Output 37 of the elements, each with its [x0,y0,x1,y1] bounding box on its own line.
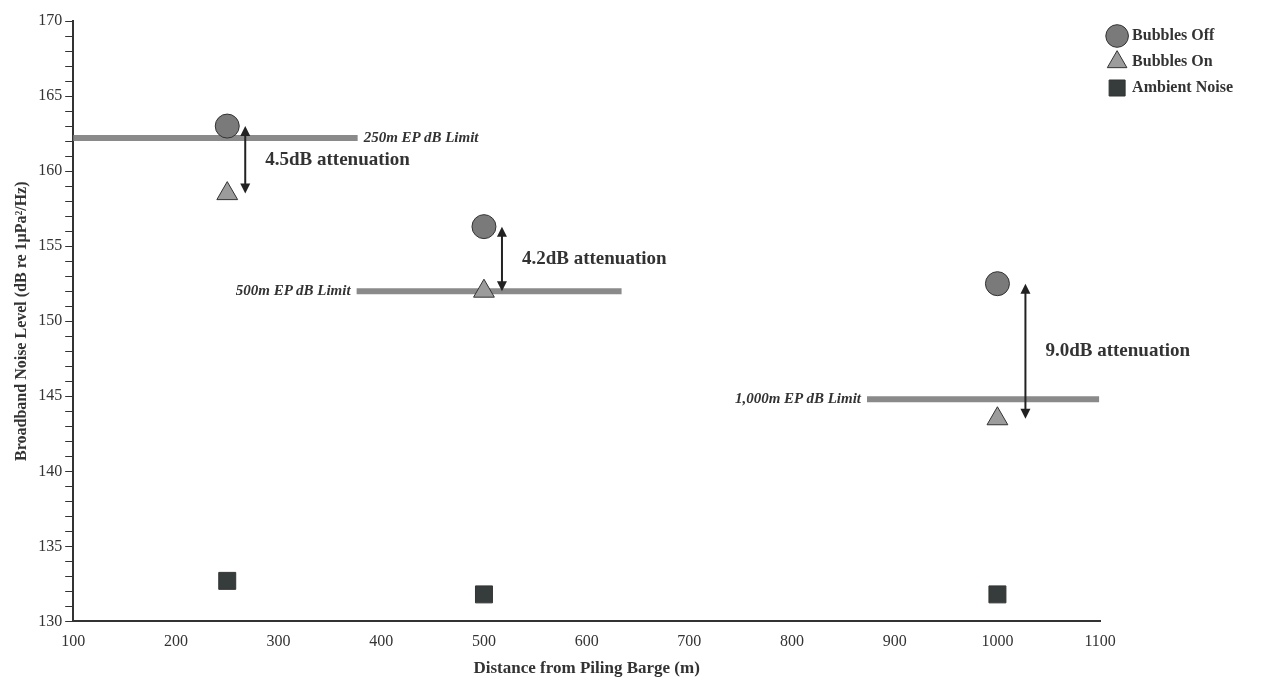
x-tick-label: 100 [61,632,86,650]
x-tick-label: 500 [471,632,496,650]
x-tick-label: 900 [882,632,907,650]
legend-label: Bubbles Off [1132,26,1216,44]
x-tick-label: 800 [780,632,805,650]
x-tick-label: 700 [677,632,702,650]
y-axis-title: Broadband Noise Level (dB re 1μPa²/Hz) [11,181,30,461]
point [214,113,240,139]
y-tick-label: 145 [38,386,63,404]
x-tick-label: 1100 [1084,632,1116,650]
y-tick-label: 130 [38,611,63,629]
x-tick-label: 200 [163,632,188,650]
annotation: 9.0dB attenuation [1045,339,1191,361]
x-tick-label: 300 [266,632,291,650]
y-tick-label: 140 [38,461,63,479]
y-tick-label: 135 [38,536,63,554]
y-tick-label: 170 [38,11,63,29]
annotation: 4.2dB attenuation [521,246,668,268]
y-tick-label: 160 [38,161,63,179]
x-axis-title: Distance from Piling Barge (m) [473,658,700,678]
point [988,585,1007,604]
y-tick-label: 165 [38,86,63,104]
annotation: 250m EP dB Limit [362,128,480,145]
legend-label: Bubbles On [1132,52,1213,70]
x-tick-label: 1000 [981,632,1014,650]
legend-label: Ambient Noise [1132,78,1234,96]
point [474,585,493,604]
y-tick-label: 150 [38,311,63,329]
annotation: 4.5dB attenuation [265,147,411,169]
point [218,571,237,590]
point [984,271,1010,297]
x-tick-label: 400 [369,632,394,650]
annotation: 500m EP dB Limit [235,282,352,299]
x-tick-label: 600 [574,632,599,650]
annotation: 1,000m EP dB Limit [734,390,862,407]
y-tick-label: 155 [38,236,63,254]
point [471,214,497,240]
